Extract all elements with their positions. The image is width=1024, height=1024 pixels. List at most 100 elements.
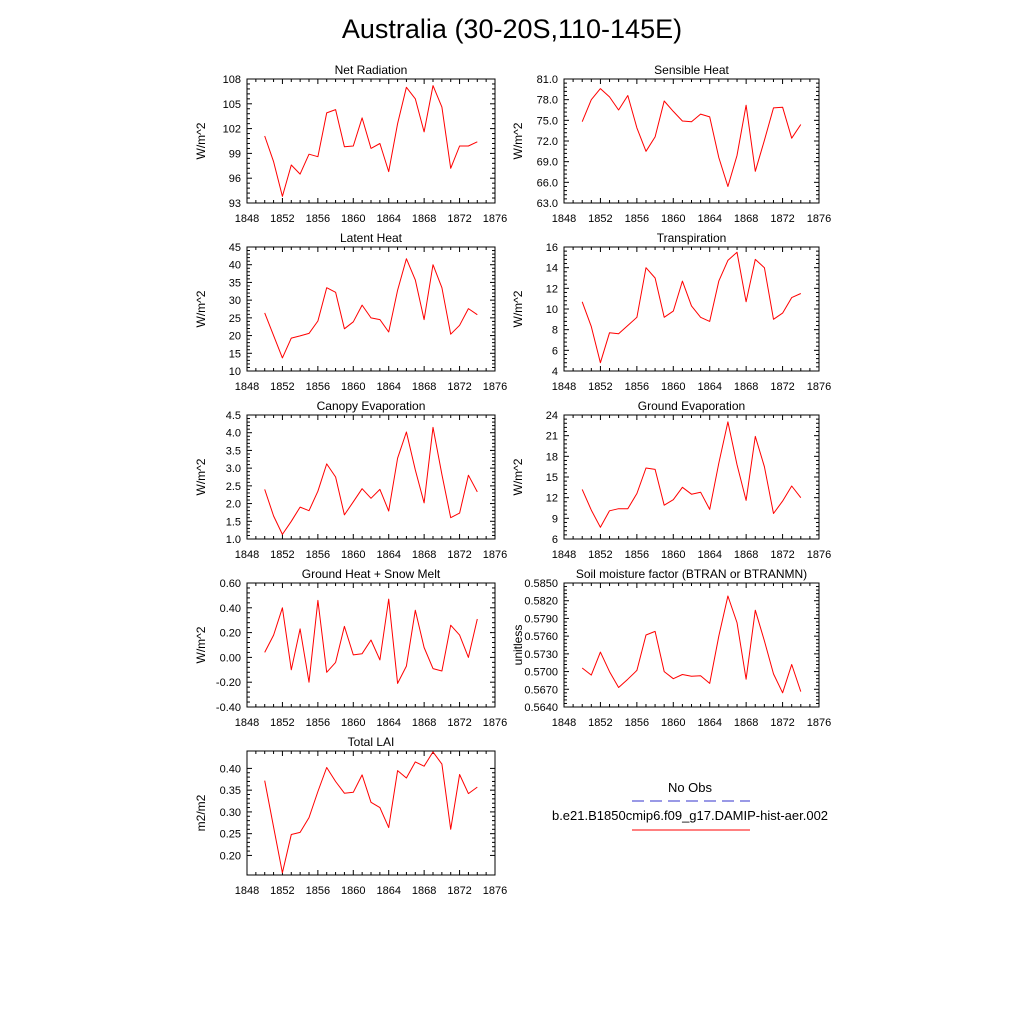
series-line xyxy=(264,258,478,359)
y-tick-label: 72.0 xyxy=(537,136,558,148)
y-tick-label: 16 xyxy=(546,242,558,254)
y-tick-label: 75.0 xyxy=(537,115,558,127)
y-axis-label: W/m^2 xyxy=(511,458,525,495)
x-tick-label: 1876 xyxy=(483,549,507,561)
x-tick-label: 1876 xyxy=(807,381,831,393)
x-tick-label: 1864 xyxy=(697,213,721,225)
x-tick-label: 1848 xyxy=(552,213,576,225)
plot-frame xyxy=(246,78,496,204)
x-tick-label: 1848 xyxy=(552,717,576,729)
plot-frame xyxy=(563,414,820,540)
plot-frame xyxy=(563,78,820,204)
panel-title: Total LAI xyxy=(348,735,395,749)
panel-1: Net Radiation 1848 1852 1856 1860 1864 1868 187… xyxy=(194,63,507,225)
panel-title: Net Radiation xyxy=(335,63,408,77)
y-tick-label: 96 xyxy=(229,173,241,185)
plot-frame xyxy=(246,582,496,708)
x-tick-label: 1864 xyxy=(697,717,721,729)
y-tick-label: 12 xyxy=(546,493,558,505)
y-tick-label: 18 xyxy=(546,451,558,463)
x-tick-label: 1868 xyxy=(734,213,758,225)
y-tick-label: 6 xyxy=(552,345,558,357)
y-tick-label: 6 xyxy=(552,534,558,546)
x-tick-label: 1852 xyxy=(270,381,294,393)
y-tick-label: 9 xyxy=(552,513,558,525)
y-tick-label: 15 xyxy=(229,348,241,360)
x-tick-label: 1868 xyxy=(734,549,758,561)
x-tick-label: 1872 xyxy=(447,549,471,561)
panel-title: Ground Heat + Snow Melt xyxy=(302,567,441,581)
legend-label-model: b.e21.B1850cmip6.f09_g17.DAMIP-hist-aer.… xyxy=(552,808,828,823)
series-line xyxy=(581,251,802,364)
y-tick-label: 63.0 xyxy=(537,198,558,210)
series-line xyxy=(581,595,802,694)
x-tick-label: 1876 xyxy=(807,213,831,225)
y-tick-label: 0.5820 xyxy=(524,596,558,608)
x-tick-label: 1848 xyxy=(235,885,259,897)
x-tick-label: 1856 xyxy=(306,885,330,897)
x-tick-label: 1860 xyxy=(661,549,685,561)
panel-title: Transpiration xyxy=(657,231,727,245)
y-tick-label: 4.0 xyxy=(226,428,241,440)
x-tick-label: 1852 xyxy=(588,381,612,393)
plot-frame xyxy=(246,750,496,876)
x-tick-label: 1848 xyxy=(235,213,259,225)
y-tick-label: 0.5640 xyxy=(524,702,558,714)
x-tick-label: 1872 xyxy=(770,213,794,225)
y-axis-label: W/m^2 xyxy=(194,458,208,495)
legend-label-no-obs: No Obs xyxy=(668,780,713,795)
y-tick-label: 0.5760 xyxy=(524,631,558,643)
y-axis-label: W/m^2 xyxy=(194,122,208,159)
y-tick-label: 0.60 xyxy=(220,578,241,590)
x-tick-label: 1852 xyxy=(588,549,612,561)
x-tick-label: 1860 xyxy=(661,213,685,225)
y-tick-label: 105 xyxy=(223,99,241,111)
panel-6: Ground Evaporation 1848 1852 1856 1860 1864 18… xyxy=(511,399,831,561)
y-tick-label: 0.5790 xyxy=(524,613,558,625)
x-tick-label: 1872 xyxy=(447,381,471,393)
panel-8: Soil moisture factor (BTRAN or BTRANMN) 1… xyxy=(511,567,831,729)
y-tick-label: 12 xyxy=(546,283,558,295)
panel-4: Transpiration 1848 1852 1856 1860 1864 1868 187… xyxy=(511,231,831,393)
x-tick-label: 1872 xyxy=(770,549,794,561)
y-tick-label: 20 xyxy=(229,331,241,343)
x-tick-label: 1876 xyxy=(483,717,507,729)
y-tick-label: 0.5670 xyxy=(524,684,558,696)
y-tick-label: -0.20 xyxy=(216,677,241,689)
x-tick-label: 1876 xyxy=(807,549,831,561)
x-tick-label: 1872 xyxy=(447,885,471,897)
x-tick-label: 1856 xyxy=(306,549,330,561)
y-tick-label: 4.5 xyxy=(226,410,241,422)
x-tick-label: 1860 xyxy=(341,549,365,561)
series-line xyxy=(264,85,478,197)
y-tick-label: 21 xyxy=(546,431,558,443)
y-tick-label: 0.40 xyxy=(220,763,241,775)
page-title: Australia (30-20S,110-145E) xyxy=(341,14,683,44)
x-tick-label: 1868 xyxy=(412,213,436,225)
x-tick-label: 1868 xyxy=(412,717,436,729)
y-tick-label: 10 xyxy=(229,366,241,378)
x-tick-label: 1860 xyxy=(341,381,365,393)
y-tick-label: 8 xyxy=(552,325,558,337)
x-tick-label: 1876 xyxy=(483,213,507,225)
panel-title: Ground Evaporation xyxy=(638,399,745,413)
x-tick-label: 1864 xyxy=(376,717,400,729)
y-tick-label: 0.00 xyxy=(220,652,241,664)
panel-9: Total LAI 1848 1852 1856 1860 1864 1868 1872 187… xyxy=(194,735,507,897)
y-tick-label: 40 xyxy=(229,260,241,272)
y-tick-label: 2.5 xyxy=(226,481,241,493)
x-tick-label: 1852 xyxy=(270,213,294,225)
y-tick-label: 108 xyxy=(223,74,241,86)
x-tick-label: 1876 xyxy=(483,885,507,897)
y-tick-label: 25 xyxy=(229,313,241,325)
x-tick-label: 1852 xyxy=(588,213,612,225)
y-tick-label: 0.5730 xyxy=(524,649,558,661)
y-tick-label: 3.0 xyxy=(226,463,241,475)
x-tick-label: 1864 xyxy=(376,213,400,225)
x-tick-label: 1872 xyxy=(447,717,471,729)
x-tick-label: 1868 xyxy=(412,381,436,393)
y-tick-label: 1.0 xyxy=(226,534,241,546)
y-axis-label: W/m^2 xyxy=(511,290,525,327)
x-tick-label: 1876 xyxy=(807,717,831,729)
